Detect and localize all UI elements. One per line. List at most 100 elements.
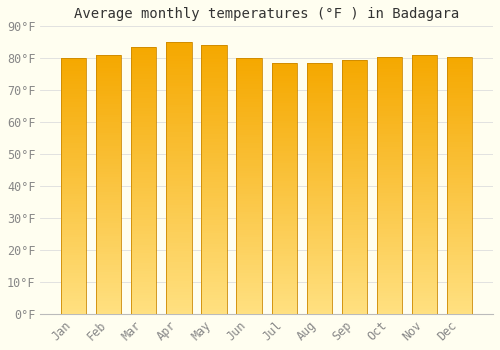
Bar [272,286,297,289]
Bar [272,244,297,246]
Bar [272,86,297,88]
Bar [412,71,438,73]
Bar [272,284,297,286]
Bar [306,201,332,203]
Bar [412,231,438,234]
Bar [61,161,86,163]
Bar [447,62,472,64]
Bar [447,57,472,314]
Bar [412,164,438,166]
Bar [202,303,226,306]
Bar [96,290,122,293]
Bar [447,250,472,252]
Bar [131,202,156,204]
Bar [166,276,192,279]
Bar [377,224,402,226]
Bar [272,148,297,151]
Bar [272,65,297,68]
Bar [306,218,332,221]
Bar [306,256,332,259]
Bar [306,209,332,211]
Bar [131,245,156,247]
Bar [131,164,156,167]
Bar [61,61,86,63]
Bar [131,210,156,212]
Bar [412,216,438,218]
Bar [377,293,402,296]
Bar [131,162,156,164]
Bar [306,131,332,133]
Bar [96,247,122,249]
Bar [272,264,297,266]
Bar [61,183,86,186]
Bar [272,123,297,126]
Bar [202,290,226,292]
Bar [236,296,262,299]
Bar [377,116,402,118]
Bar [236,81,262,84]
Bar [131,106,156,108]
Bar [412,226,438,229]
Bar [96,306,122,309]
Bar [306,176,332,178]
Bar [96,143,122,146]
Bar [447,67,472,70]
Bar [236,206,262,209]
Bar [306,244,332,246]
Bar [412,260,438,262]
Bar [447,90,472,93]
Bar [306,284,332,286]
Bar [377,157,402,160]
Bar [202,188,226,190]
Bar [96,76,122,78]
Bar [412,179,438,182]
Bar [61,273,86,275]
Bar [131,148,156,151]
Bar [412,58,438,60]
Bar [306,88,332,91]
Bar [236,69,262,71]
Bar [412,205,438,208]
Bar [272,269,297,271]
Bar [412,104,438,107]
Bar [447,85,472,88]
Bar [377,108,402,111]
Bar [447,93,472,95]
Bar [412,65,438,68]
Bar [96,262,122,265]
Bar [447,105,472,108]
Bar [236,117,262,120]
Bar [96,218,122,221]
Bar [272,178,297,181]
Bar [342,121,367,123]
Bar [61,71,86,74]
Bar [272,166,297,168]
Bar [96,114,122,117]
Bar [306,211,332,213]
Bar [96,184,122,187]
Bar [306,158,332,161]
Bar [412,234,438,236]
Bar [412,272,438,275]
Bar [236,227,262,230]
Bar [306,148,332,151]
Bar [61,125,86,127]
Bar [96,117,122,120]
Bar [342,167,367,169]
Bar [447,206,472,208]
Bar [272,113,297,116]
Bar [342,260,367,263]
Bar [412,169,438,171]
Bar [412,151,438,153]
Bar [412,257,438,260]
Bar [61,97,86,99]
Bar [131,204,156,207]
Bar [306,91,332,93]
Bar [272,108,297,111]
Bar [202,110,226,113]
Bar [96,112,122,114]
Bar [166,222,192,224]
Bar [272,196,297,198]
Bar [306,151,332,153]
Bar [166,224,192,227]
